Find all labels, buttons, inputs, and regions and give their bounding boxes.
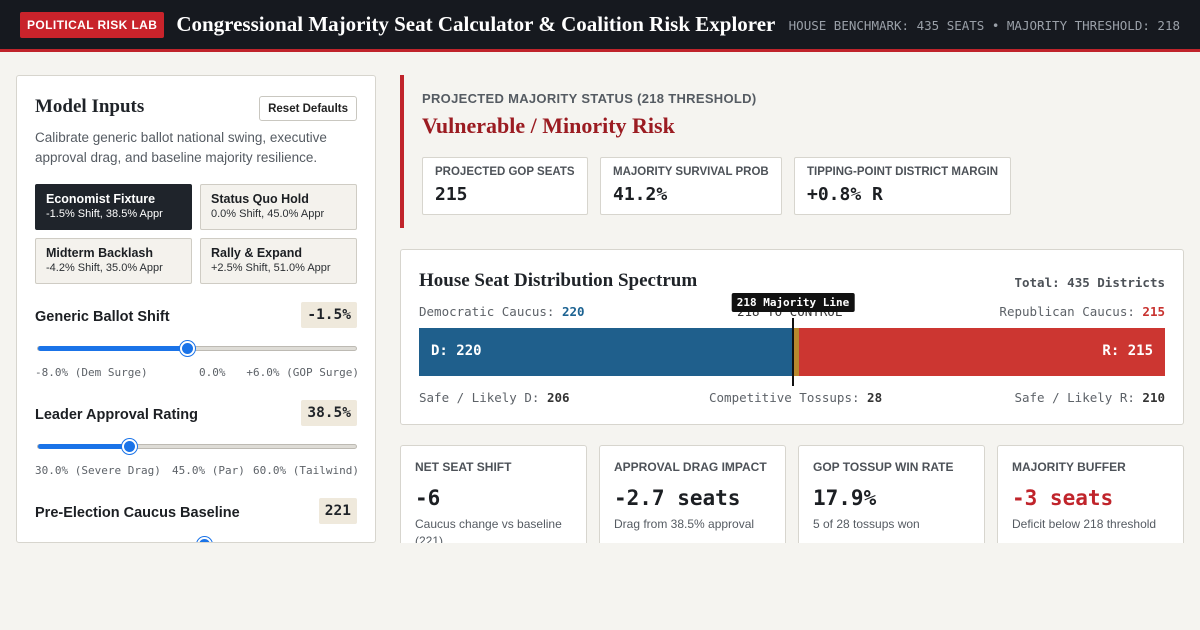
- safe-d-label: Safe / Likely D:: [419, 390, 540, 405]
- status-verdict: Vulnerable / Minority Risk: [422, 113, 675, 138]
- metric-label: GOP TOSSUP WIN RATE: [813, 460, 954, 474]
- reset-defaults-button[interactable]: Reset Defaults: [259, 96, 357, 121]
- scenario-title: Economist Fixture: [46, 192, 156, 206]
- dem-segment: [419, 328, 793, 376]
- kpi-tipping-point: TIPPING-POINT DISTRICT MARGIN +0.8% R: [794, 157, 1011, 215]
- tick-label: 0.0%: [199, 366, 226, 379]
- metric-sub: 5 of 28 tossups won: [813, 517, 920, 531]
- leader-approval-value: 38.5%: [301, 400, 357, 426]
- viewport-cutoff: [0, 543, 1200, 630]
- app-title: Congressional Majority Seat Calculator &…: [176, 12, 776, 36]
- kpi-label: PROJECTED GOP SEATS: [435, 166, 575, 178]
- safe-r-readout: Safe / Likely R: 210: [1014, 390, 1165, 405]
- scenario-status-quo-hold[interactable]: Status Quo Hold 0.0% Shift, 45.0% Appr: [200, 184, 357, 230]
- safe-r-label: Safe / Likely R:: [1014, 390, 1135, 405]
- kpi-value: 215: [435, 184, 468, 205]
- panel-description: Calibrate generic ballot national swing,…: [35, 130, 327, 165]
- leader-approval-slider[interactable]: [37, 439, 357, 454]
- kpi-value: 41.2%: [613, 184, 668, 205]
- metric-approval-drag: APPROVAL DRAG IMPACT -2.7 seats Drag fro…: [599, 445, 786, 555]
- majority-line: [792, 318, 794, 386]
- dem-caucus-readout: Democratic Caucus: 220: [419, 304, 585, 319]
- metric-label: MAJORITY BUFFER: [1012, 460, 1126, 474]
- caucus-baseline-label: Pre-Election Caucus Baseline: [35, 505, 240, 521]
- slider-fill: [38, 444, 129, 449]
- metric-value: 17.9%: [813, 486, 877, 510]
- slider-thumb[interactable]: [122, 439, 137, 454]
- status-eyebrow: PROJECTED MAJORITY STATUS (218 THRESHOLD…: [422, 91, 757, 106]
- tick-label: -8.0% (Dem Surge): [35, 366, 148, 379]
- seat-spectrum-card: House Seat Distribution Spectrum Total: …: [400, 249, 1184, 425]
- scenario-subtitle: 0.0% Shift, 45.0% Appr: [211, 208, 325, 220]
- rep-caucus-count: 215: [1142, 304, 1165, 319]
- total-districts: Total: 435 Districts: [1014, 275, 1165, 290]
- majority-line-tag: 218 Majority Line: [731, 293, 855, 312]
- scenario-title: Status Quo Hold: [211, 192, 309, 206]
- dem-bar-label: D: 220: [431, 343, 482, 359]
- tossup-label: Competitive Tossups:: [709, 390, 860, 405]
- rep-bar-label: R: 215: [1102, 343, 1153, 359]
- caucus-baseline-value: 221: [318, 498, 357, 524]
- kpi-value: +0.8% R: [807, 184, 883, 205]
- kpi-majority-survival: MAJORITY SURVIVAL PROB 41.2%: [600, 157, 782, 215]
- tossup-segment: [793, 328, 799, 376]
- metric-net-seat-shift: NET SEAT SHIFT -6 Caucus change vs basel…: [400, 445, 587, 555]
- kpi-label: MAJORITY SURVIVAL PROB: [613, 166, 769, 178]
- tick-label: 30.0% (Severe Drag): [35, 464, 161, 477]
- tossup-readout: Competitive Tossups: 28: [709, 390, 882, 405]
- generic-ballot-label: Generic Ballot Shift: [35, 309, 170, 325]
- rep-caucus-label: Republican Caucus:: [999, 304, 1135, 319]
- generic-ballot-value: -1.5%: [301, 302, 357, 328]
- brand-badge: POLITICAL RISK LAB: [20, 11, 165, 38]
- metric-label: NET SEAT SHIFT: [415, 460, 512, 474]
- metric-value: -3 seats: [1012, 486, 1114, 510]
- scenario-economist-fixture[interactable]: Economist Fixture -1.5% Shift, 38.5% App…: [35, 184, 192, 230]
- panel-title: Model Inputs: [35, 96, 145, 117]
- rep-caucus-readout: Republican Caucus: 215: [999, 304, 1165, 319]
- model-inputs-panel: Model Inputs Reset Defaults Calibrate ge…: [16, 75, 376, 543]
- dem-caucus-count: 220: [562, 304, 585, 319]
- top-bar: POLITICAL RISK LAB Congressional Majorit…: [0, 0, 1200, 52]
- benchmark-text: HOUSE BENCHMARK: 435 SEATS • MAJORITY TH…: [788, 18, 1180, 33]
- safe-d-readout: Safe / Likely D: 206: [419, 390, 570, 405]
- metric-sub: Drag from 38.5% approval: [614, 517, 755, 531]
- scenario-rally-expand[interactable]: Rally & Expand +2.5% Shift, 51.0% Appr: [200, 238, 357, 284]
- metric-tossup-win-rate: GOP TOSSUP WIN RATE 17.9% 5 of 28 tossup…: [798, 445, 985, 555]
- safe-r-count: 210: [1142, 390, 1165, 405]
- metric-majority-buffer: MAJORITY BUFFER -3 seats Deficit below 2…: [997, 445, 1184, 555]
- scenario-title: Midterm Backlash: [46, 246, 153, 260]
- leader-approval-label: Leader Approval Rating: [35, 407, 199, 423]
- metric-value: -2.7 seats: [614, 486, 741, 510]
- scenario-title: Rally & Expand: [211, 246, 302, 260]
- majority-status-card: PROJECTED MAJORITY STATUS (218 THRESHOLD…: [400, 75, 1184, 228]
- kpi-projected-gop-seats: PROJECTED GOP SEATS 215: [422, 157, 588, 215]
- spectrum-title: House Seat Distribution Spectrum: [419, 270, 698, 291]
- generic-ballot-slider[interactable]: [37, 341, 357, 356]
- tossup-count: 28: [867, 390, 883, 405]
- scenario-subtitle: -4.2% Shift, 35.0% Appr: [46, 262, 163, 274]
- kpi-label: TIPPING-POINT DISTRICT MARGIN: [807, 166, 999, 178]
- tick-label: 45.0% (Par): [172, 464, 245, 477]
- metric-sub: Deficit below 218 threshold: [1012, 517, 1157, 531]
- scenario-midterm-backlash[interactable]: Midterm Backlash -4.2% Shift, 35.0% Appr: [35, 238, 192, 284]
- tick-label: 60.0% (Tailwind): [253, 464, 359, 477]
- scenario-subtitle: -1.5% Shift, 38.5% Appr: [46, 208, 163, 220]
- scenario-subtitle: +2.5% Shift, 51.0% Appr: [211, 262, 331, 274]
- slider-fill: [38, 346, 187, 351]
- safe-d-count: 206: [546, 390, 570, 405]
- dem-caucus-label: Democratic Caucus:: [419, 304, 555, 319]
- tick-label: +6.0% (GOP Surge): [246, 366, 359, 379]
- metric-value: -6: [415, 486, 441, 510]
- slider-thumb[interactable]: [180, 341, 195, 356]
- metric-label: APPROVAL DRAG IMPACT: [614, 460, 767, 474]
